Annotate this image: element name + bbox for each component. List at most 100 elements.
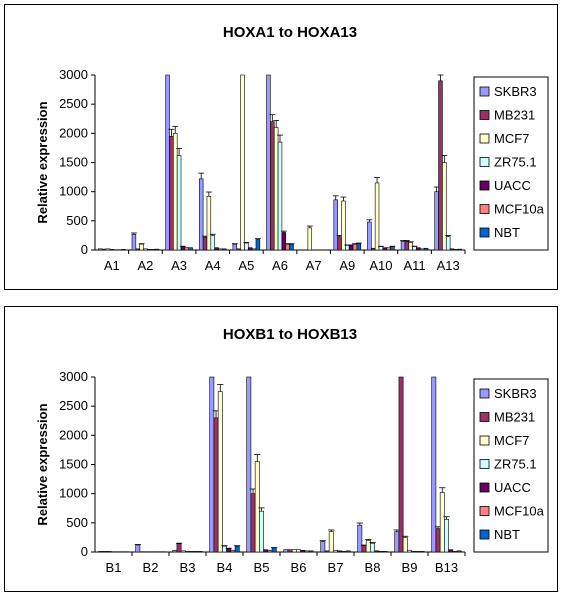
x-tick-label: A4 — [205, 258, 221, 273]
bar-mcf10a-a3 — [184, 247, 190, 251]
bar-mb231-b8 — [361, 545, 367, 553]
bar-nbt-a6 — [289, 243, 294, 251]
bar-skbr3-a2 — [131, 233, 137, 251]
y-tick-label: 2000 — [59, 427, 88, 442]
bar-mcf10a-b2 — [156, 551, 162, 553]
bar-uacc-b2 — [152, 551, 158, 553]
bar-mb231-a1 — [101, 248, 107, 251]
bar-mcf7-a6 — [273, 127, 279, 251]
bar-nbt-b4 — [234, 545, 240, 553]
bar-mcf10a-a4 — [218, 248, 223, 251]
legend-swatch — [479, 86, 490, 97]
legend-swatch — [479, 204, 490, 214]
legend-label: NBT — [494, 527, 520, 542]
bar-mcf7-b9 — [402, 537, 408, 553]
y-tick-label: 2500 — [59, 96, 88, 111]
bar-skbr3-b4 — [209, 376, 215, 553]
bar-mcf7-b1 — [106, 551, 112, 553]
bar-skbr3-b2 — [135, 544, 141, 553]
bar-nbt-a4 — [222, 248, 227, 251]
bar-mcf7-a5 — [240, 74, 245, 251]
x-tick-label: A1 — [104, 258, 120, 273]
bar-nbt-a5 — [255, 239, 261, 251]
bar-mb231-a3 — [169, 135, 174, 251]
bar-mb231-b3 — [176, 543, 182, 553]
bar-zr751-a4 — [210, 235, 215, 251]
y-tick-label: 0 — [81, 242, 88, 257]
bar-uacc-a3 — [180, 246, 186, 251]
bar-skbr3-b6 — [283, 549, 289, 553]
bar-mcf10a-b3 — [193, 551, 199, 553]
x-tick-label: B1 — [106, 560, 122, 575]
bar-nbt-a2 — [154, 248, 160, 251]
bar-nbt-b1 — [123, 551, 129, 553]
legend-label: MB231 — [494, 108, 535, 123]
bar-mb231-a5 — [236, 248, 241, 251]
bar-skbr3-a5 — [232, 243, 238, 251]
bar-nbt-b8 — [382, 551, 388, 553]
legend-label: MCF10a — [494, 202, 545, 217]
bar-mb231-a6 — [270, 121, 275, 251]
bar-nbt-b2 — [160, 551, 166, 553]
bar-skbr3-b3 — [172, 549, 178, 553]
bar-skbr3-a11 — [400, 240, 406, 251]
x-tick-label: A3 — [171, 258, 187, 273]
bar-mcf10a-b9 — [415, 551, 421, 553]
x-tick-label: B3 — [180, 560, 196, 575]
legend-swatch — [479, 227, 490, 238]
y-tick-label: 500 — [66, 213, 88, 228]
bar-nbt-b7 — [345, 550, 351, 553]
bar-mcf10a-b1 — [119, 551, 125, 553]
bar-mcf7-a2 — [139, 243, 144, 251]
legend-swatch — [479, 435, 490, 446]
bar-mb231-b13 — [435, 528, 441, 553]
legend-label: UACC — [494, 480, 531, 495]
bar-mcf10a-a6 — [285, 243, 290, 251]
bar-nbt-b9 — [419, 551, 425, 553]
bar-uacc-b8 — [374, 550, 380, 553]
y-axis-label: Relative expression — [35, 101, 50, 223]
y-tick-label: 1000 — [59, 184, 88, 199]
bar-skbr3-b9 — [394, 531, 400, 553]
legend-label: UACC — [494, 178, 531, 193]
bar-zr751-b7 — [333, 549, 338, 553]
legend-swatch — [479, 459, 490, 469]
legend-label: MCF7 — [494, 433, 529, 448]
bar-mcf10a-a9 — [352, 243, 358, 251]
bar-zr751-a9 — [345, 245, 350, 251]
bar-mcf7-b6 — [291, 549, 297, 553]
hoxa-chart: HOXA1 to HOXA13 Relative expression 0 500 10… — [35, 24, 549, 273]
bar-uacc-a2 — [147, 249, 152, 251]
legend-swatch — [479, 180, 490, 191]
legend-swatch — [479, 506, 490, 516]
chart-title: HOXB1 to HOXB13 — [223, 326, 357, 343]
bar-uacc-b9 — [411, 551, 417, 553]
bar-zr751-a5 — [244, 242, 249, 251]
x-tick-label: A11 — [403, 258, 425, 273]
bar-zr751-b4 — [222, 545, 227, 553]
bar-mcf7-a9 — [341, 200, 346, 251]
bar-skbr3-a4 — [198, 178, 204, 251]
hoxa-chart-panel: HOXA1 to HOXA13 Relative expression 0 500 10… — [4, 4, 558, 290]
bar-nbt-a1 — [121, 249, 126, 251]
bar-uacc-b1 — [115, 551, 121, 553]
bar-nbt-a11 — [423, 247, 429, 251]
bar-mcf10a-a11 — [420, 248, 425, 251]
bar-mcf7-a13 — [442, 162, 447, 251]
bar-skbr3-b5 — [246, 376, 252, 553]
bar-uacc-b6 — [300, 549, 306, 553]
legend — [473, 378, 549, 553]
bar-mcf7-b13 — [439, 492, 445, 553]
bar-mcf10a-b8 — [378, 551, 384, 553]
bar-mb231-a13 — [438, 80, 443, 251]
x-tick-label: A10 — [369, 258, 392, 273]
bar-mcf10a-b4 — [230, 549, 236, 553]
x-tick-label: B6 — [291, 560, 307, 575]
bar-mcf10a-a13 — [453, 249, 459, 251]
x-tick-label: B13 — [435, 560, 458, 575]
bar-zr751-b1 — [111, 551, 116, 553]
y-tick-label: 1000 — [59, 486, 88, 501]
y-tick-label: 2000 — [59, 125, 88, 140]
legend-swatch — [479, 110, 490, 120]
bar-uacc-a6 — [281, 232, 287, 251]
